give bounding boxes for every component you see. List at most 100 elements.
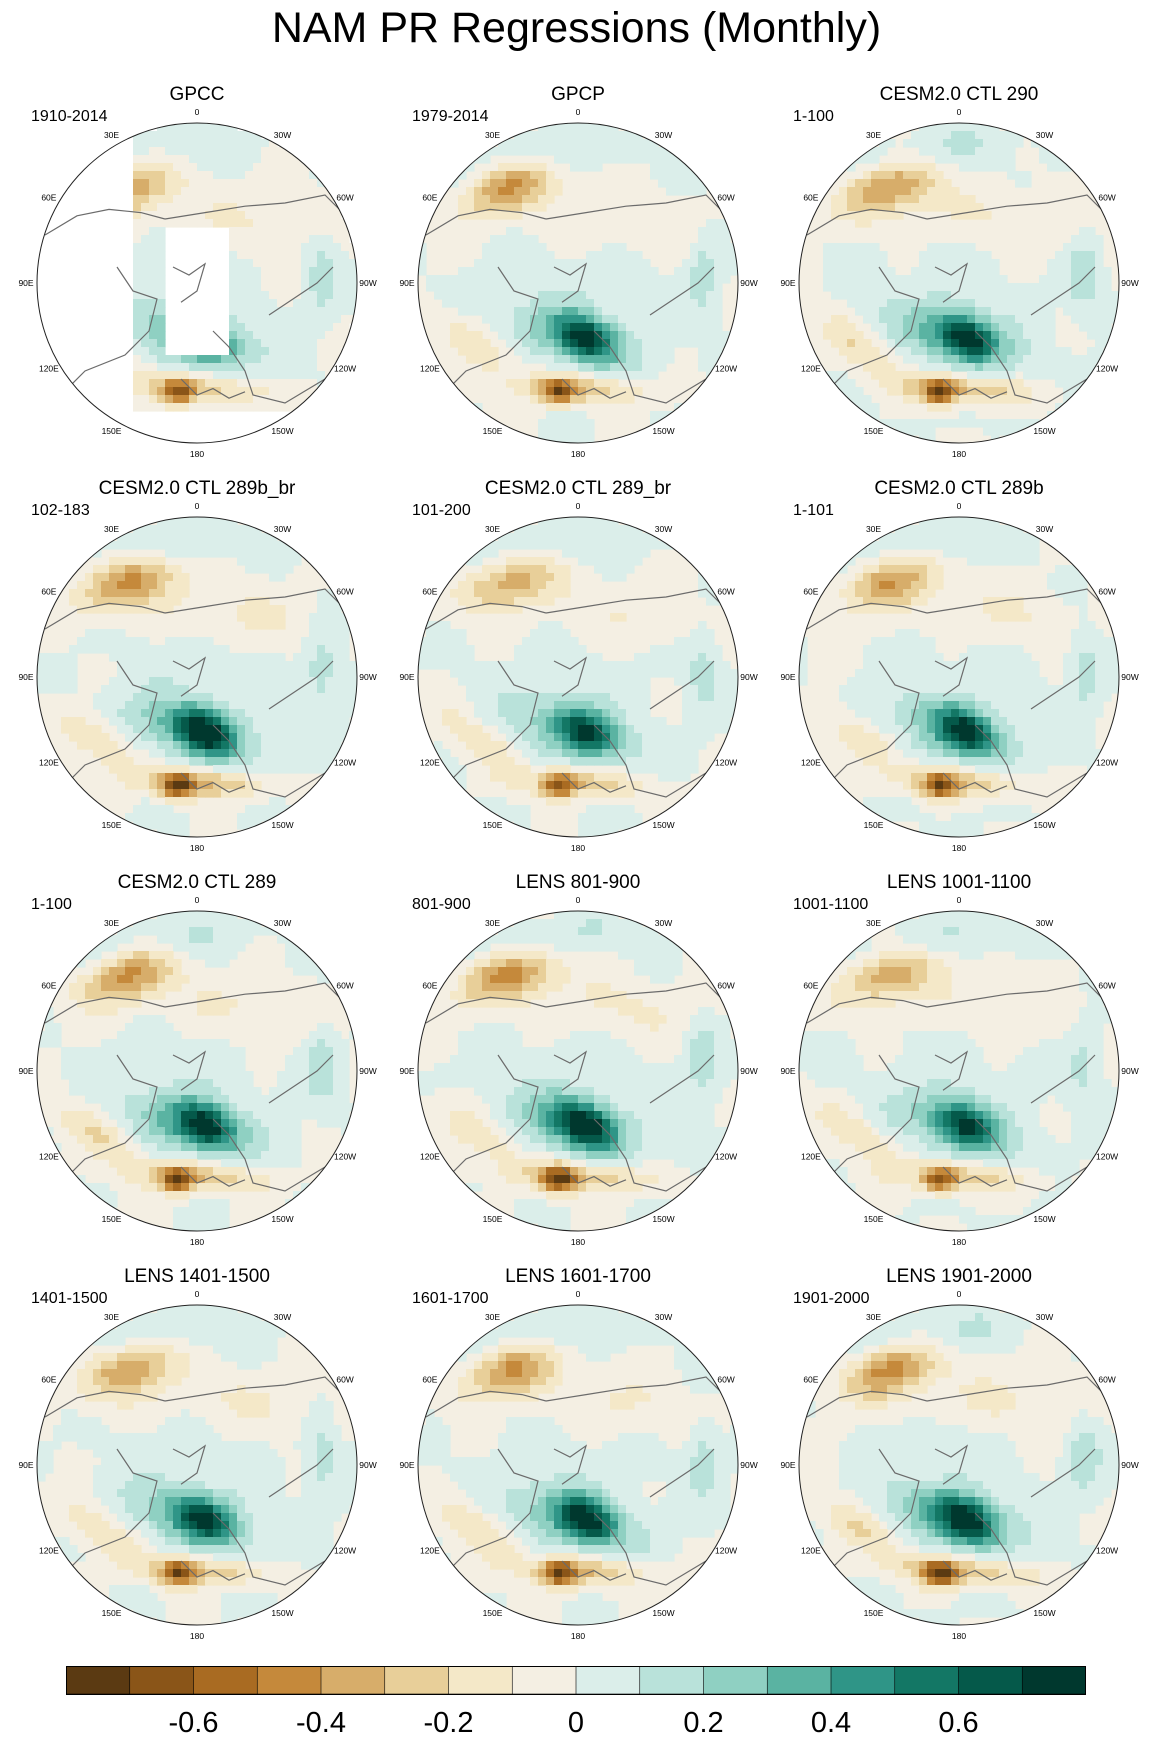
longitude-label: 150E — [483, 1214, 503, 1224]
panel-title: GPCP — [551, 84, 605, 105]
panel-period: 1-100 — [793, 108, 834, 125]
longitude-label: 150W — [271, 1214, 293, 1224]
longitude-label: 120W — [715, 364, 737, 374]
longitude-label: 180 — [571, 1237, 585, 1247]
coastline — [926, 588, 1112, 614]
coastline — [545, 982, 731, 1008]
map-panel: GPCC 1910-2014 180 150E 120E 90E 60E 30E 0 30W 60W… — [18, 84, 376, 459]
longitude-label: 60W — [336, 587, 353, 597]
coastline — [172, 1444, 207, 1485]
coastline — [172, 1050, 207, 1091]
longitude-label: 90W — [740, 1460, 757, 1470]
longitude-label: 60W — [717, 587, 734, 597]
coastline — [425, 602, 547, 630]
colorbar-tick-label: 0.2 — [683, 1707, 723, 1738]
longitude-label: 150W — [1033, 820, 1055, 830]
longitude-label: 60W — [336, 193, 353, 203]
longitude-label: 60E — [422, 1375, 437, 1385]
longitude-label: 150W — [652, 820, 674, 830]
colorbar-swatch — [511, 1666, 577, 1695]
map-border — [798, 1304, 1120, 1626]
panel-period: 1601-1700 — [412, 1290, 489, 1307]
coastline — [60, 266, 158, 396]
longitude-label: 120W — [1096, 364, 1118, 374]
coastline — [268, 1448, 334, 1498]
map-border — [36, 1304, 358, 1626]
colorbar-swatch — [703, 1666, 768, 1695]
coastline — [212, 330, 326, 404]
coastline — [593, 330, 707, 404]
longitude-label: 180 — [190, 843, 204, 853]
longitude-label: 30E — [866, 130, 881, 140]
longitude-label: 30W — [274, 918, 291, 928]
longitude-label: 30W — [655, 1312, 672, 1322]
longitude-label: 150W — [271, 1608, 293, 1618]
coastline — [164, 588, 350, 614]
coastline — [926, 1376, 1112, 1402]
coastline — [553, 656, 588, 697]
longitude-label: 0 — [957, 107, 962, 117]
longitude-label: 30E — [485, 1312, 500, 1322]
longitude-label: 120E — [801, 758, 821, 768]
anomaly-field — [806, 1305, 1119, 1625]
colorbar-swatch — [766, 1666, 832, 1695]
longitude-label: 180 — [952, 449, 966, 459]
coastline — [942, 1166, 1008, 1187]
coastline — [545, 1376, 731, 1402]
longitude-label: 90W — [1121, 278, 1138, 288]
longitude-label: 120W — [334, 1152, 356, 1162]
longitude-label: 90W — [740, 278, 757, 288]
longitude-label: 120E — [39, 758, 59, 768]
longitude-label: 30W — [274, 524, 291, 534]
longitude-label: 120E — [420, 1152, 440, 1162]
panel-period: 102-183 — [31, 502, 90, 519]
coastline — [425, 208, 547, 236]
map-panel: CESM2.0 CTL 289b 1-101 180 150E 120E 90E 60E 30… — [780, 478, 1138, 853]
longitude-label: 60E — [803, 981, 818, 991]
longitude-label: 120W — [1096, 1546, 1118, 1556]
map-border — [417, 1304, 739, 1626]
coastline — [593, 1118, 707, 1192]
coastline — [212, 1118, 326, 1192]
longitude-label: 0 — [957, 895, 962, 905]
anomaly-field — [37, 1305, 357, 1625]
panel-title: CESM2.0 CTL 290 — [880, 84, 1039, 105]
panel-title: LENS 1001-1100 — [887, 872, 1031, 893]
colorbar-swatch — [958, 1666, 1023, 1695]
coastline — [164, 194, 350, 220]
longitude-label: 120E — [801, 1546, 821, 1556]
panel-period: 1401-1500 — [31, 1290, 108, 1307]
coastline — [974, 330, 1088, 404]
anomaly-field — [806, 123, 1119, 443]
panel-period: 1001-1100 — [793, 896, 868, 913]
longitude-label: 30W — [1036, 524, 1053, 534]
coastline — [60, 1054, 158, 1184]
longitude-label: 90W — [359, 278, 376, 288]
longitude-label: 30E — [104, 524, 119, 534]
panel-title: GPCC — [170, 84, 225, 105]
map-panel: CESM2.0 CTL 290 1-100 180 150E 120E 90E 60E 30E… — [780, 84, 1138, 459]
coastline — [926, 194, 1112, 220]
coastline — [974, 1512, 1088, 1586]
map-panels: GPCC 1910-2014 180 150E 120E 90E 60E 30E 0 30W 60W… — [18, 84, 1138, 1641]
anomaly-field — [44, 123, 357, 412]
longitude-label: 90E — [18, 278, 33, 288]
longitude-label: 150E — [483, 426, 503, 436]
longitude-label: 30E — [104, 1312, 119, 1322]
coastline — [561, 1166, 627, 1187]
coastline — [649, 1448, 715, 1498]
longitude-label: 120E — [801, 364, 821, 374]
map-panel: CESM2.0 CTL 289 1-100 180 150E 120E 90E 60E 30E… — [18, 872, 376, 1247]
longitude-label: 90E — [399, 278, 414, 288]
coastline — [649, 1054, 715, 1104]
longitude-label: 150E — [102, 1214, 122, 1224]
coastline — [942, 772, 1008, 793]
coastline — [553, 262, 588, 303]
longitude-label: 90W — [1121, 672, 1138, 682]
coastline — [649, 660, 715, 710]
panel-title: CESM2.0 CTL 289 — [118, 872, 277, 893]
longitude-label: 150W — [652, 426, 674, 436]
colorbar-swatch — [256, 1666, 322, 1695]
figure-title: NAM PR Regressions (Monthly) — [271, 4, 882, 52]
coastline — [561, 772, 627, 793]
